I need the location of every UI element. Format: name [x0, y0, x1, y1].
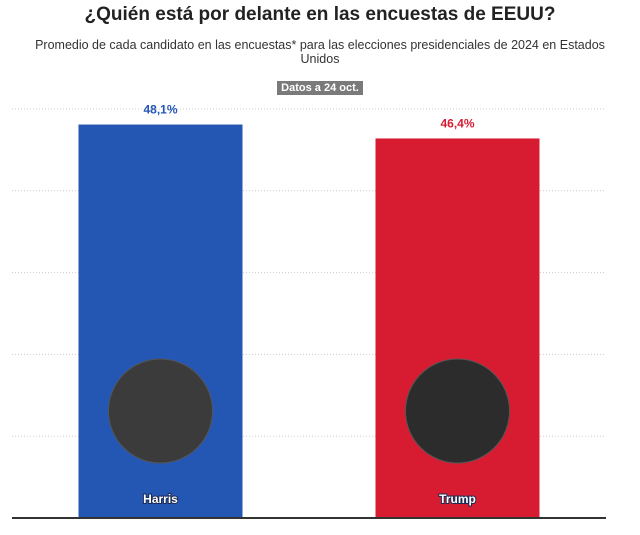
- note: Datos a 24 oct.: [277, 81, 363, 95]
- category-label: Harris: [143, 492, 178, 506]
- candidate-photo: [108, 358, 213, 464]
- note-badge: Datos a 24 oct.: [0, 78, 640, 96]
- chart-title: ¿Quién está por delante en las encuestas…: [84, 4, 556, 25]
- chart-subtitle: Promedio de cada candidato en las encues…: [35, 38, 605, 66]
- value-label: 48,1%: [143, 103, 177, 117]
- value-label: 46,4%: [440, 117, 474, 131]
- category-label: Trump: [439, 492, 476, 506]
- candidate-photo: [405, 358, 510, 464]
